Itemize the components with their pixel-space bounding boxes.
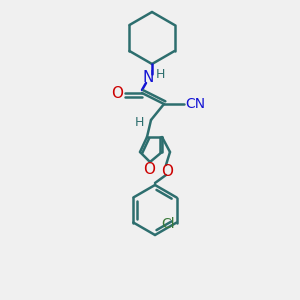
Text: N: N [142, 70, 154, 86]
Text: O: O [111, 85, 123, 100]
Text: Cl: Cl [161, 218, 175, 232]
Text: H: H [155, 68, 165, 82]
Text: O: O [161, 164, 173, 179]
Text: O: O [143, 163, 155, 178]
Text: CN: CN [185, 97, 205, 111]
Text: H: H [134, 116, 144, 128]
